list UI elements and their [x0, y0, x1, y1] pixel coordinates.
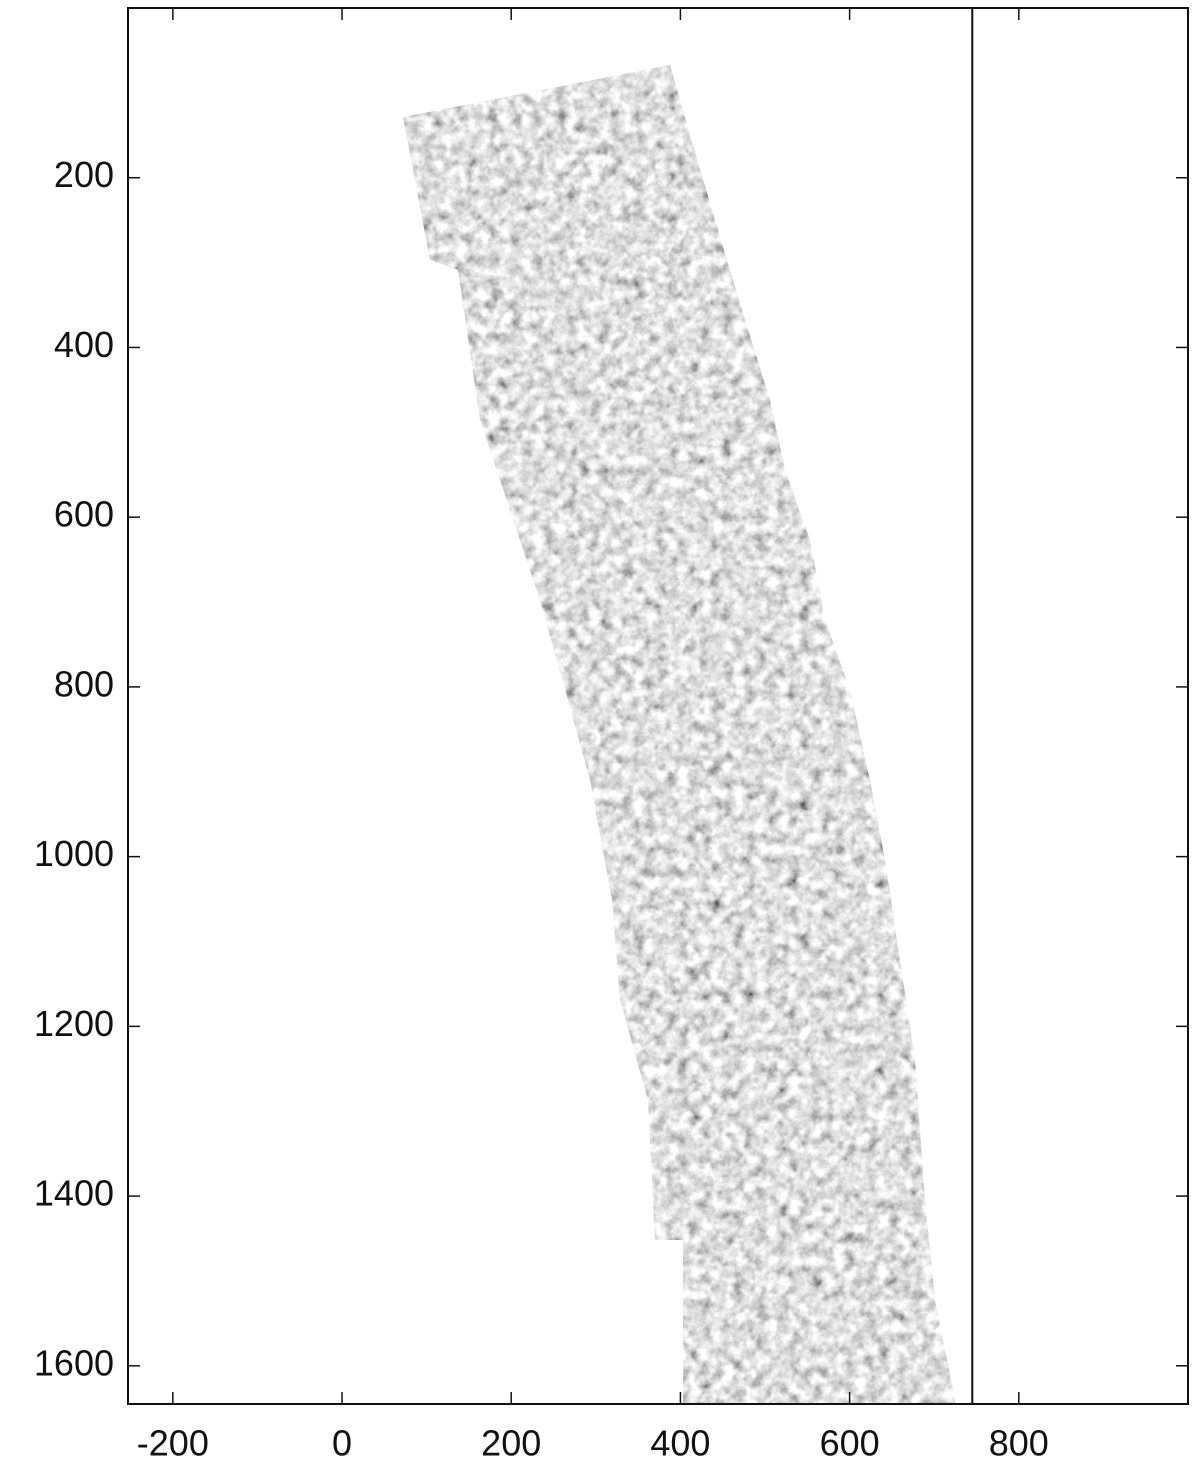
y-tick-label: 200: [54, 154, 114, 195]
mosaic-image: [403, 65, 955, 1404]
x-tick-label: 600: [820, 1423, 880, 1464]
y-tick-label: 600: [54, 494, 114, 535]
x-tick-label: 400: [650, 1423, 710, 1464]
page: -200 0 200 400 600 800 200 400 600 800 1000 1200 140…: [0, 0, 1196, 1468]
y-tick-label: 1600: [34, 1342, 114, 1383]
x-tick-label: -200: [137, 1423, 209, 1464]
x-tick-label: 200: [481, 1423, 541, 1464]
y-tick-label: 1200: [34, 1003, 114, 1044]
y-tick-label: 400: [54, 324, 114, 365]
x-tick-label: 0: [332, 1423, 352, 1464]
x-tick-label: 800: [989, 1423, 1049, 1464]
chart: -200 0 200 400 600 800 200 400 600 800 1000 1200 140…: [0, 0, 1196, 1468]
y-tick-label: 1400: [34, 1173, 114, 1214]
y-tick-label: 800: [54, 663, 114, 704]
y-tick-label: 1000: [34, 833, 114, 874]
